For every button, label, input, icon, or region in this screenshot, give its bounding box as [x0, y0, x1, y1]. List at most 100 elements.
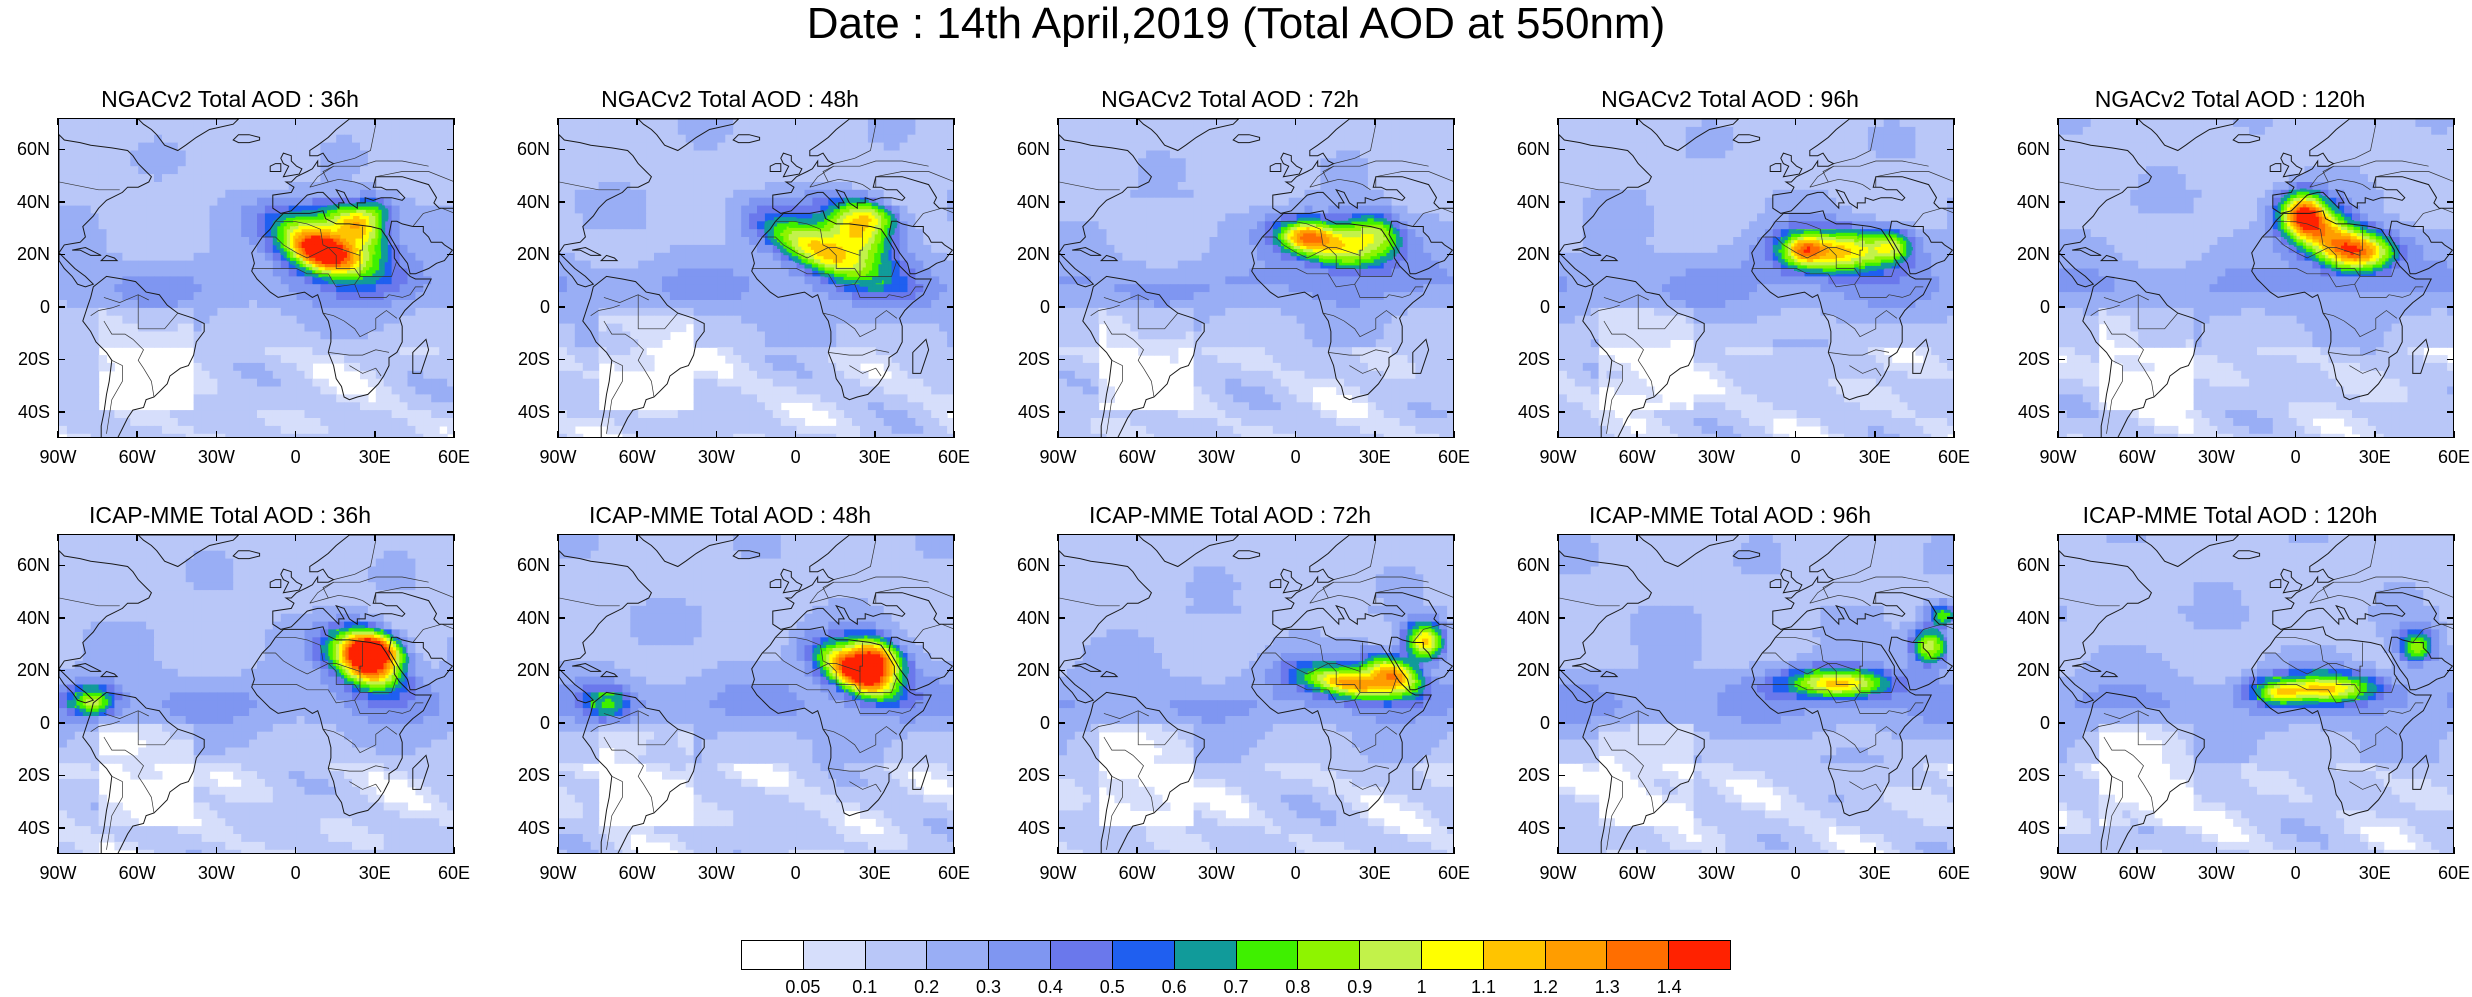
panel-title: NGACv2 Total AOD : 120h — [2000, 88, 2460, 111]
lon-tick — [453, 534, 455, 541]
lon-tick-label: 30W — [686, 448, 746, 466]
lat-tick — [1558, 775, 1565, 777]
aod-map — [2059, 535, 2454, 854]
lon-tick — [2295, 847, 2297, 854]
lat-tick-label: 0 — [2, 298, 50, 316]
lon-tick — [1136, 118, 1138, 125]
lon-tick — [2057, 534, 2059, 541]
colorbar-swatch — [1360, 941, 1422, 969]
lat-tick — [558, 254, 565, 256]
lat-tick — [2447, 827, 2454, 829]
lat-tick — [2447, 359, 2454, 361]
lat-tick — [447, 149, 454, 151]
lon-tick — [1716, 847, 1718, 854]
lon-tick — [57, 847, 59, 854]
lat-tick — [1447, 565, 1454, 567]
lat-tick — [447, 359, 454, 361]
lon-tick — [1795, 534, 1797, 541]
lon-tick — [1953, 118, 1955, 125]
lat-tick-label: 20N — [502, 661, 550, 679]
lon-tick-label: 60W — [1607, 448, 1667, 466]
lat-tick — [2447, 722, 2454, 724]
map-plot-area — [2058, 118, 2454, 438]
lat-tick — [1947, 827, 1954, 829]
lat-tick — [58, 254, 65, 256]
lon-tick — [1057, 534, 1059, 541]
lat-tick-label: 40S — [2, 819, 50, 837]
lon-tick — [2374, 847, 2376, 854]
panel-title: ICAP-MME Total AOD : 72h — [1000, 504, 1460, 527]
lon-tick — [953, 847, 955, 854]
lon-tick-label: 60W — [107, 448, 167, 466]
map-plot-area — [2058, 534, 2454, 854]
lon-tick — [1716, 534, 1718, 541]
lon-tick — [295, 847, 297, 854]
colorbar-swatch — [1298, 941, 1360, 969]
lat-tick-label: 40S — [2002, 819, 2050, 837]
lon-tick — [1216, 534, 1218, 541]
lat-tick — [2058, 617, 2065, 619]
lat-tick — [558, 670, 565, 672]
colorbar-label: 0.8 — [1273, 978, 1323, 996]
lon-tick — [216, 534, 218, 541]
lat-tick — [2447, 670, 2454, 672]
lat-tick-label: 20N — [1502, 245, 1550, 263]
lon-tick — [1557, 431, 1559, 438]
lon-tick — [2295, 431, 2297, 438]
lon-tick — [874, 431, 876, 438]
lat-tick-label: 0 — [1002, 714, 1050, 732]
lon-tick — [453, 118, 455, 125]
lat-tick-label: 40N — [1502, 193, 1550, 211]
lon-tick — [636, 431, 638, 438]
lon-tick — [1953, 431, 1955, 438]
lon-tick-label: 60E — [424, 864, 484, 882]
lon-tick — [557, 118, 559, 125]
lat-tick — [947, 411, 954, 413]
lat-tick-label: 20N — [1002, 245, 1050, 263]
lat-tick-label: 40S — [1002, 403, 1050, 421]
lon-tick — [2136, 118, 2138, 125]
colorbar-label: 0.2 — [902, 978, 952, 996]
lon-tick — [795, 431, 797, 438]
lat-tick — [2058, 775, 2065, 777]
lat-tick — [1447, 722, 1454, 724]
lon-tick-label: 30W — [2186, 448, 2246, 466]
lat-tick-label: 20S — [502, 766, 550, 784]
lon-tick-label: 90W — [1528, 448, 1588, 466]
lat-tick-label: 40S — [1502, 403, 1550, 421]
lat-tick — [1558, 617, 1565, 619]
lon-tick — [295, 534, 297, 541]
lon-tick — [2453, 847, 2455, 854]
lat-tick — [1058, 722, 1065, 724]
colorbar-label: 0.7 — [1211, 978, 1261, 996]
lon-tick-label: 30E — [1845, 864, 1905, 882]
lon-tick-label: 0 — [2266, 448, 2326, 466]
lon-tick-label: 60E — [2424, 864, 2472, 882]
lat-tick-label: 60N — [2002, 140, 2050, 158]
lat-tick-label: 60N — [1502, 140, 1550, 158]
colorbar-label: 0.1 — [840, 978, 890, 996]
lon-tick-label: 60E — [1424, 864, 1484, 882]
lon-tick-label: 30E — [1845, 448, 1905, 466]
lat-tick — [558, 359, 565, 361]
lon-tick-label: 60E — [924, 864, 984, 882]
panel-title: NGACv2 Total AOD : 48h — [500, 88, 960, 111]
aod-map — [1559, 119, 1954, 438]
lon-tick — [453, 431, 455, 438]
colorbar-swatch — [742, 941, 804, 969]
lon-tick — [374, 847, 376, 854]
lon-tick — [953, 431, 955, 438]
lat-tick — [558, 149, 565, 151]
lat-tick-label: 20N — [1502, 661, 1550, 679]
lon-tick — [136, 534, 138, 541]
lat-tick — [1447, 411, 1454, 413]
lon-tick — [1636, 847, 1638, 854]
lat-tick-label: 60N — [1002, 556, 1050, 574]
lat-tick — [58, 149, 65, 151]
lat-tick — [1447, 306, 1454, 308]
lat-tick — [58, 670, 65, 672]
lat-tick-label: 40N — [502, 609, 550, 627]
lat-tick — [447, 565, 454, 567]
